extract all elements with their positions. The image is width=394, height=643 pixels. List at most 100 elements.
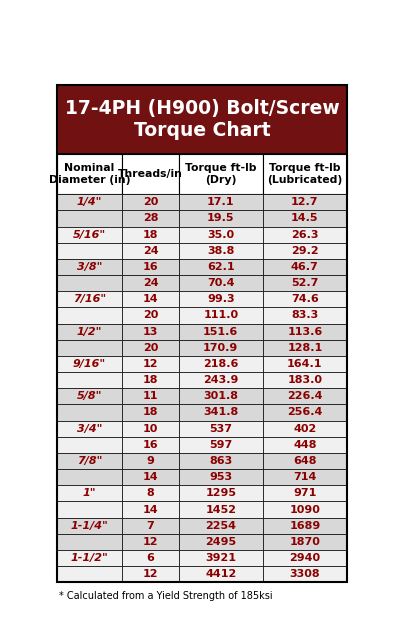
Text: 1870: 1870 xyxy=(289,537,320,547)
Bar xyxy=(263,485,347,502)
Text: 46.7: 46.7 xyxy=(291,262,319,272)
Bar xyxy=(57,210,122,226)
Text: 12: 12 xyxy=(143,569,158,579)
Bar xyxy=(263,323,347,340)
Bar xyxy=(263,226,347,242)
Bar xyxy=(57,85,347,154)
Text: 3921: 3921 xyxy=(205,553,236,563)
Text: 2940: 2940 xyxy=(289,553,320,563)
Bar xyxy=(263,534,347,550)
Bar xyxy=(122,307,179,323)
Text: 1689: 1689 xyxy=(289,521,320,530)
Text: 8: 8 xyxy=(147,488,154,498)
Text: 151.6: 151.6 xyxy=(203,327,238,337)
Bar xyxy=(122,453,179,469)
Bar xyxy=(57,469,122,485)
Bar xyxy=(122,566,179,583)
Bar xyxy=(179,372,263,388)
Bar xyxy=(263,421,347,437)
Bar xyxy=(122,388,179,404)
Text: 256.4: 256.4 xyxy=(287,408,323,417)
Text: 170.9: 170.9 xyxy=(203,343,238,353)
Bar xyxy=(122,550,179,566)
Bar xyxy=(122,437,179,453)
Bar xyxy=(57,566,122,583)
Bar xyxy=(122,518,179,534)
Bar xyxy=(57,307,122,323)
Text: 128.1: 128.1 xyxy=(287,343,322,353)
Bar xyxy=(122,469,179,485)
Text: 20: 20 xyxy=(143,197,158,207)
Text: 2495: 2495 xyxy=(205,537,236,547)
Bar xyxy=(122,421,179,437)
Text: 1-1/4": 1-1/4" xyxy=(71,521,108,530)
Bar xyxy=(179,534,263,550)
Text: 164.1: 164.1 xyxy=(287,359,323,369)
Text: 7/8": 7/8" xyxy=(77,456,102,466)
Bar xyxy=(57,485,122,502)
Bar xyxy=(263,404,347,421)
Bar xyxy=(122,210,179,226)
Bar xyxy=(122,485,179,502)
Text: 597: 597 xyxy=(209,440,232,450)
Bar xyxy=(263,340,347,356)
Text: 537: 537 xyxy=(209,424,232,433)
Bar xyxy=(122,259,179,275)
Text: 29.2: 29.2 xyxy=(291,246,319,256)
Bar xyxy=(263,194,347,210)
Text: 12.7: 12.7 xyxy=(291,197,319,207)
Bar xyxy=(57,259,122,275)
Bar xyxy=(263,388,347,404)
Bar xyxy=(263,453,347,469)
Text: 35.0: 35.0 xyxy=(207,230,234,240)
Bar xyxy=(263,469,347,485)
Bar xyxy=(122,534,179,550)
Text: 12: 12 xyxy=(143,359,158,369)
Bar xyxy=(263,550,347,566)
Bar xyxy=(263,437,347,453)
Bar xyxy=(179,502,263,518)
Text: 6: 6 xyxy=(147,553,154,563)
Bar xyxy=(179,210,263,226)
Text: 2254: 2254 xyxy=(205,521,236,530)
Text: 14: 14 xyxy=(143,505,158,514)
Text: 52.7: 52.7 xyxy=(291,278,318,288)
Bar xyxy=(179,194,263,210)
Text: 14: 14 xyxy=(143,294,158,304)
Text: 16: 16 xyxy=(143,440,158,450)
Bar xyxy=(57,388,122,404)
Bar xyxy=(179,259,263,275)
Bar xyxy=(263,291,347,307)
Text: 648: 648 xyxy=(293,456,316,466)
Text: 4412: 4412 xyxy=(205,569,236,579)
Bar xyxy=(57,534,122,550)
Text: 953: 953 xyxy=(209,472,232,482)
Bar xyxy=(57,323,122,340)
Bar xyxy=(122,502,179,518)
Bar xyxy=(122,275,179,291)
Bar xyxy=(263,307,347,323)
Text: 99.3: 99.3 xyxy=(207,294,234,304)
Text: 17-4PH (H900) Bolt/Screw
Torque Chart: 17-4PH (H900) Bolt/Screw Torque Chart xyxy=(65,99,339,140)
Text: 62.1: 62.1 xyxy=(207,262,234,272)
Text: 13: 13 xyxy=(143,327,158,337)
Bar xyxy=(179,437,263,453)
Bar xyxy=(179,453,263,469)
Text: 38.8: 38.8 xyxy=(207,246,234,256)
Text: 83.3: 83.3 xyxy=(291,311,318,320)
Bar xyxy=(122,154,179,194)
Text: 1452: 1452 xyxy=(205,505,236,514)
Text: 18: 18 xyxy=(143,408,158,417)
Bar xyxy=(122,291,179,307)
Bar xyxy=(179,307,263,323)
Bar xyxy=(179,404,263,421)
Bar xyxy=(179,388,263,404)
Text: 18: 18 xyxy=(143,230,158,240)
Bar xyxy=(179,566,263,583)
Bar xyxy=(57,372,122,388)
Text: 28: 28 xyxy=(143,213,158,224)
Text: 341.8: 341.8 xyxy=(203,408,238,417)
Bar xyxy=(179,226,263,242)
Text: 18: 18 xyxy=(143,375,158,385)
Text: 14.5: 14.5 xyxy=(291,213,319,224)
